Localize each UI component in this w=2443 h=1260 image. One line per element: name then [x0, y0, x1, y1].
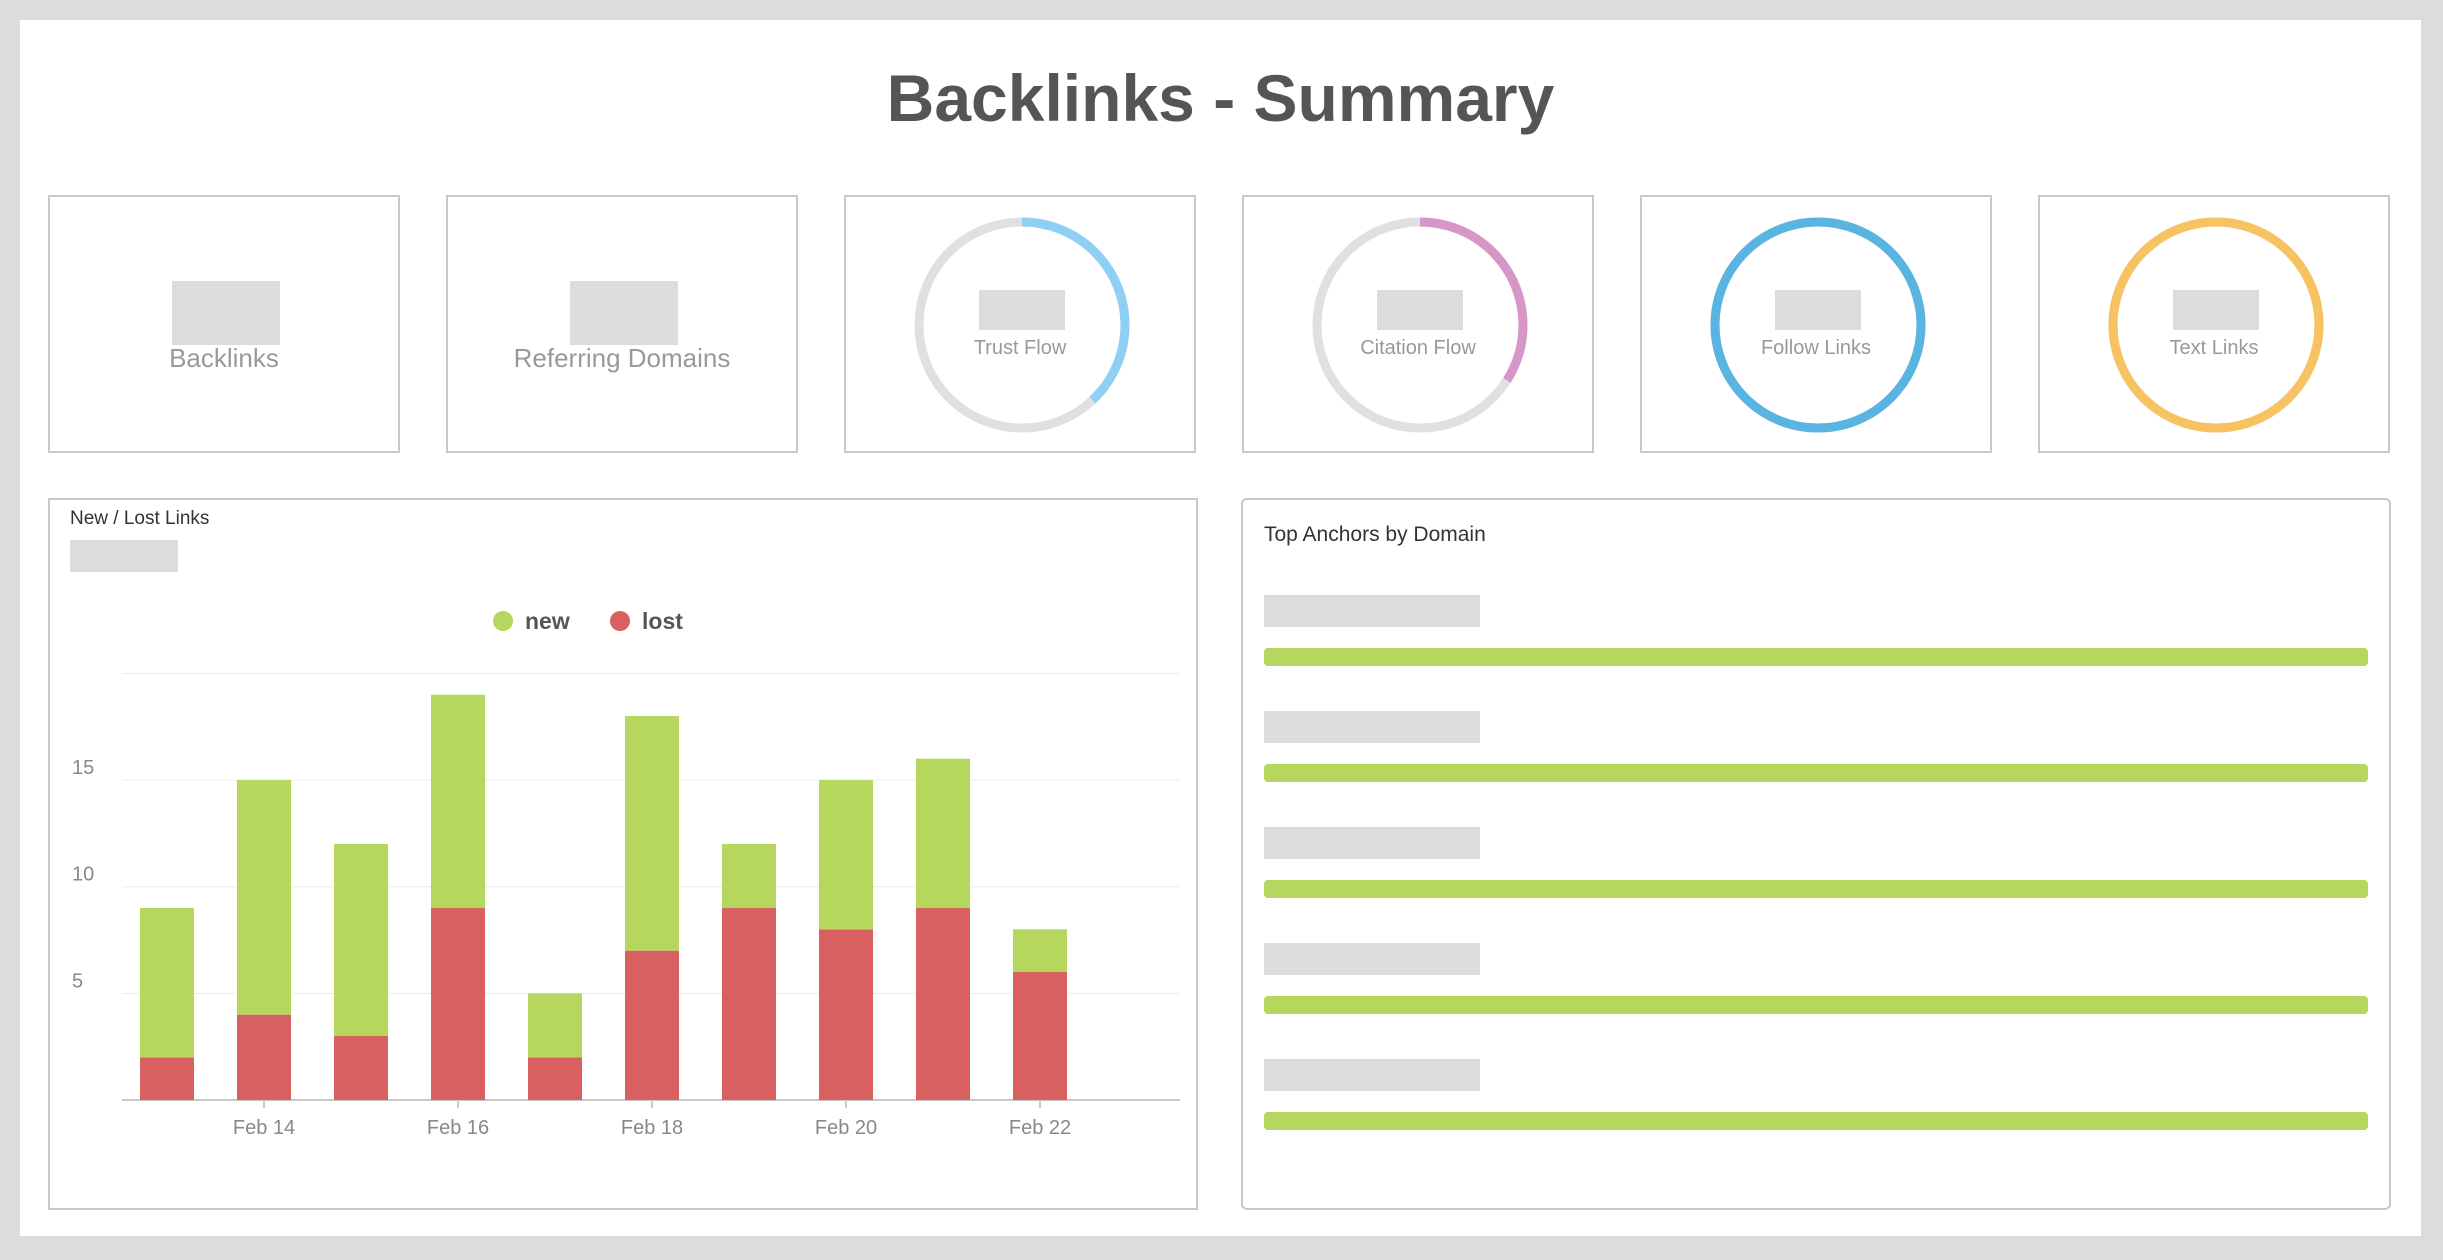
- anchor-bar[interactable]: [1264, 648, 2368, 666]
- legend-label-lost: lost: [642, 608, 683, 634]
- bar-new[interactable]: [237, 780, 291, 1015]
- bar-new[interactable]: [722, 844, 776, 909]
- bar-lost[interactable]: [528, 1057, 582, 1100]
- text-links-gauge: [2108, 217, 2324, 433]
- legend-dot-new: [493, 611, 513, 631]
- y-tick-label: 5: [72, 970, 83, 992]
- anchor-label-placeholder: [1264, 595, 1480, 627]
- x-tick-label: Feb 14: [233, 1117, 295, 1139]
- new-lost-summary-placeholder: [70, 540, 178, 572]
- backlinks-label: Backlinks: [169, 343, 279, 373]
- legend-item-new[interactable]: new: [493, 608, 570, 635]
- gauge-fill: [2108, 217, 2324, 433]
- anchor-label-placeholder: [1264, 827, 1480, 859]
- anchor-bar[interactable]: [1264, 764, 2368, 782]
- follow-links-gauge: [1710, 217, 1926, 433]
- bar-lost[interactable]: [334, 1036, 388, 1100]
- citation-flow-value-placeholder: [1377, 290, 1463, 330]
- x-tick-label: Feb 22: [1009, 1117, 1071, 1139]
- anchor-bar[interactable]: [1264, 996, 2368, 1014]
- card-text-links[interactable]: Text Links: [2038, 195, 2390, 453]
- bar-new[interactable]: [1013, 929, 1067, 973]
- anchor-bar[interactable]: [1264, 1112, 2368, 1130]
- gauge-fill: [914, 217, 1130, 433]
- bar-new[interactable]: [140, 908, 194, 1058]
- dashboard-page: Backlinks - Summary Backlinks Referring …: [20, 20, 2421, 1236]
- anchor-label-placeholder: [1264, 711, 1480, 743]
- text-links-label: Text Links: [2169, 337, 2259, 359]
- x-tick-label: Feb 20: [815, 1117, 877, 1139]
- x-tick-label: Feb 18: [621, 1117, 683, 1139]
- card-trust-flow[interactable]: Trust Flow: [844, 195, 1196, 453]
- top-anchors-title: Top Anchors by Domain: [1264, 523, 1486, 546]
- legend-label-new: new: [525, 608, 570, 634]
- y-tick-label: 15: [72, 757, 94, 779]
- follow-links-label: Follow Links: [1760, 337, 1872, 359]
- bar-lost[interactable]: [916, 908, 970, 1100]
- page-title: Backlinks - Summary: [886, 61, 1555, 135]
- gauge-fill: [1312, 217, 1528, 433]
- referring-domains-value-placeholder: [570, 281, 678, 345]
- bar-lost[interactable]: [819, 929, 873, 1100]
- bar-new[interactable]: [431, 694, 485, 909]
- bar-lost[interactable]: [625, 950, 679, 1100]
- card-citation-flow[interactable]: Citation Flow: [1242, 195, 1594, 453]
- new-lost-links-panel: New / Lost Links 5 10 15 Feb 14 Feb 16 Feb 18…: [48, 498, 1198, 1210]
- y-tick-label: 10: [72, 864, 94, 886]
- anchor-bar[interactable]: [1264, 880, 2368, 898]
- gauge-fill: [1710, 217, 1926, 433]
- citation-flow-gauge: [1312, 217, 1528, 433]
- new-lost-bar-chart: 5 10 15 Feb 14 Feb 16 Feb 18 Feb 20 Feb 22: [72, 672, 1180, 1139]
- backlinks-value-placeholder: [172, 281, 280, 345]
- bar-new[interactable]: [819, 780, 873, 930]
- legend-dot-lost: [610, 611, 630, 631]
- bar-new[interactable]: [625, 716, 679, 951]
- card-follow-links[interactable]: Follow Links: [1640, 195, 1992, 453]
- bar-lost[interactable]: [140, 1057, 194, 1100]
- bar-lost[interactable]: [237, 1014, 291, 1100]
- new-lost-links-title: New / Lost Links: [70, 508, 210, 529]
- referring-domains-label: Referring Domains: [513, 343, 731, 373]
- trust-flow-value-placeholder: [979, 290, 1065, 330]
- trust-flow-gauge: [914, 217, 1130, 433]
- x-tick-label: Feb 16: [427, 1117, 489, 1139]
- citation-flow-label: Citation Flow: [1360, 337, 1476, 359]
- bar-new[interactable]: [334, 844, 388, 1037]
- card-backlinks[interactable]: Backlinks: [48, 195, 400, 453]
- bar-new[interactable]: [528, 993, 582, 1058]
- bar-lost[interactable]: [431, 908, 485, 1100]
- bar-lost[interactable]: [722, 908, 776, 1100]
- trust-flow-label: Trust Flow: [973, 337, 1067, 359]
- card-referring-domains[interactable]: Referring Domains: [446, 195, 798, 453]
- text-links-value-placeholder: [2173, 290, 2259, 330]
- legend-item-lost[interactable]: lost: [610, 608, 683, 635]
- anchor-label-placeholder: [1264, 943, 1480, 975]
- top-anchors-panel: Top Anchors by Domain: [1241, 498, 2391, 1210]
- follow-links-value-placeholder: [1775, 290, 1861, 330]
- bar-new[interactable]: [916, 758, 970, 909]
- bar-lost[interactable]: [1013, 972, 1067, 1100]
- anchor-label-placeholder: [1264, 1059, 1480, 1091]
